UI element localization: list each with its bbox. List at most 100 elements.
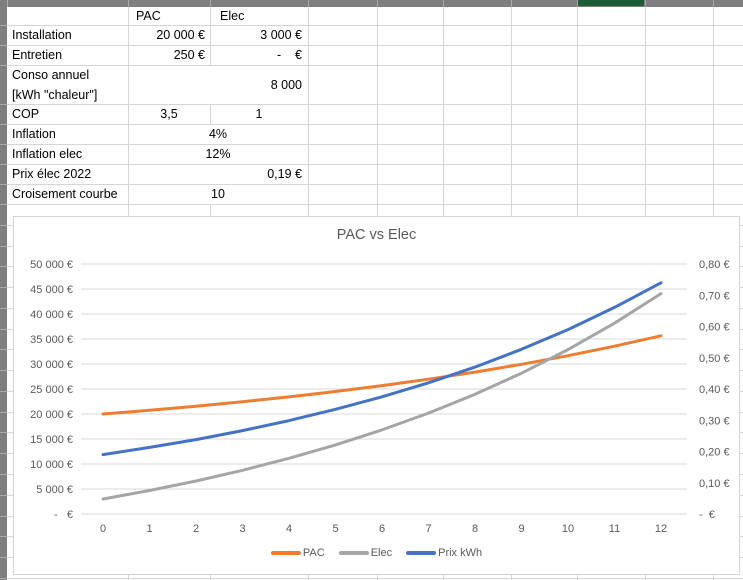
left-axis-label: 10 000 € [30, 459, 73, 471]
series-line-pac[interactable] [101, 334, 663, 416]
legend-swatch [338, 551, 369, 555]
row-header-separator [0, 391, 7, 392]
x-axis-label: 8 [472, 523, 478, 535]
cell-installation-pac[interactable]: 20 000 € [156, 28, 205, 42]
sheet-gridline-h [7, 204, 743, 205]
x-axis-label: 1 [146, 523, 152, 535]
row-header-separator [0, 246, 7, 247]
left-axis-label: 30 000 € [30, 359, 73, 371]
left-axis-label: 35 000 € [30, 334, 73, 346]
left-axis-label: 25 000 € [30, 384, 73, 396]
column-headers-strip[interactable] [0, 0, 743, 7]
x-axis-label: 11 [609, 523, 620, 535]
row-header-separator [0, 536, 7, 537]
x-axis-label: 2 [193, 523, 199, 535]
column-header-separator [577, 0, 578, 7]
left-axis-label: 20 000 € [30, 409, 73, 421]
cell-label-croisement-courbe[interactable]: Croisement courbe [12, 187, 118, 201]
cell-label-inflation[interactable]: Inflation [12, 127, 56, 141]
sheet-gridline-h [7, 184, 743, 185]
series-line-prix-kwh[interactable] [101, 281, 663, 457]
cell-header-pac[interactable]: PAC [136, 9, 161, 23]
row-header-separator [0, 25, 7, 26]
column-header-separator [443, 0, 444, 7]
row-header-separator [0, 204, 7, 205]
sheet-gridline-h [7, 144, 743, 145]
column-header-separator [645, 0, 646, 7]
row-header-separator [0, 578, 7, 579]
right-axis-label: 0,40 € [699, 384, 730, 396]
row-header-separator [0, 104, 7, 105]
legend-item-elec[interactable]: Elec [338, 547, 392, 559]
row-header-separator [0, 412, 7, 413]
cell-inflation-elec-value[interactable]: 12% [205, 147, 231, 161]
column-header-separator [377, 0, 378, 7]
cell-installation-elec[interactable]: 3 000 € [260, 28, 302, 42]
right-axis-label: 0,60 € [699, 322, 730, 334]
right-axis-label: 0,70 € [699, 290, 730, 302]
right-axis-label: 0,30 € [699, 415, 730, 427]
cell-inflation-value[interactable]: 4% [208, 127, 228, 141]
cell-cop-elec[interactable]: 1 [255, 107, 263, 121]
left-axis-label: 50 000 € [30, 259, 73, 271]
cell-cop-pac[interactable]: 3,5 [160, 107, 178, 121]
legend-item-prix-kwh[interactable]: Prix kWh [406, 547, 482, 559]
row-header-separator [0, 516, 7, 517]
legend-swatch [270, 551, 301, 555]
legend-label: PAC [302, 547, 325, 559]
right-axis-label: 0,80 € [699, 259, 730, 271]
sheet-gridline-h [7, 45, 743, 46]
right-axis-label: 0,50 € [699, 353, 730, 365]
left-axis-label: 45 000 € [30, 284, 73, 296]
cell-entretien-pac[interactable]: 250 € [173, 48, 205, 62]
left-axis-label: - € [54, 509, 73, 521]
row-header-separator [0, 124, 7, 125]
x-axis-label: 3 [239, 523, 245, 535]
row-header-separator [0, 349, 7, 350]
row-header-separator [0, 329, 7, 330]
right-axis-label: - € [699, 509, 715, 521]
row-header-separator [0, 45, 7, 46]
sheet-gridline-v [210, 7, 211, 65]
column-header-separator [511, 0, 512, 7]
right-axis-label: 0,10 € [699, 478, 730, 490]
left-axis-label: 5 000 € [36, 484, 73, 496]
legend-item-pac[interactable]: PAC [270, 547, 325, 559]
chart-legend[interactable]: PAC Elec Prix kWh [14, 547, 739, 559]
legend-label: Prix kWh [438, 547, 483, 559]
x-axis-label: 10 [562, 523, 574, 535]
cell-prix-elec-2022-value[interactable]: 0,19 € [267, 167, 302, 181]
column-header-separator [210, 0, 211, 7]
x-axis-label: 12 [655, 523, 667, 535]
cell-label-inflation-elec[interactable]: Inflation elec [12, 147, 83, 161]
sheet-gridline-h [7, 578, 743, 579]
row-header-separator [0, 184, 7, 185]
sheet-gridline-h [7, 124, 743, 125]
cell-label-conso-annuel[interactable]: Conso annuel [kWh "chaleur"] [8, 65, 134, 105]
x-axis-label: 9 [518, 523, 524, 535]
cell-conso-annuel-value[interactable]: 8 000 [270, 78, 302, 92]
cell-entretien-elec[interactable]: - € [276, 48, 302, 62]
chart-object[interactable]: PAC vs Elec - €5 000 €10 000 €15 000 €20… [13, 216, 740, 575]
row-header-separator [0, 144, 7, 145]
cell-label-installation[interactable]: Installation [12, 28, 72, 42]
cell-croisement-courbe-value[interactable]: 10 [211, 187, 225, 201]
row-headers-strip[interactable] [0, 7, 7, 580]
sheet-gridline-h [7, 25, 743, 26]
cell-label-cop[interactable]: COP [12, 107, 40, 121]
selected-column-indicator [578, 0, 644, 6]
left-axis-label: 15 000 € [30, 434, 73, 446]
series-line-elec[interactable] [101, 292, 663, 501]
row-header-separator [0, 474, 7, 475]
x-axis-label: 5 [332, 523, 338, 535]
column-header-separator [713, 0, 714, 7]
x-axis-label: 4 [286, 523, 292, 535]
cell-label-prix-elec-2022[interactable]: Prix élec 2022 [12, 167, 92, 181]
row-header-separator [0, 557, 7, 558]
row-header-separator [0, 453, 7, 454]
cell-label-entretien[interactable]: Entretien [12, 48, 63, 62]
cell-header-elec[interactable]: Elec [220, 9, 245, 23]
right-axis-label: 0,20 € [699, 447, 730, 459]
legend-swatch [406, 551, 437, 555]
